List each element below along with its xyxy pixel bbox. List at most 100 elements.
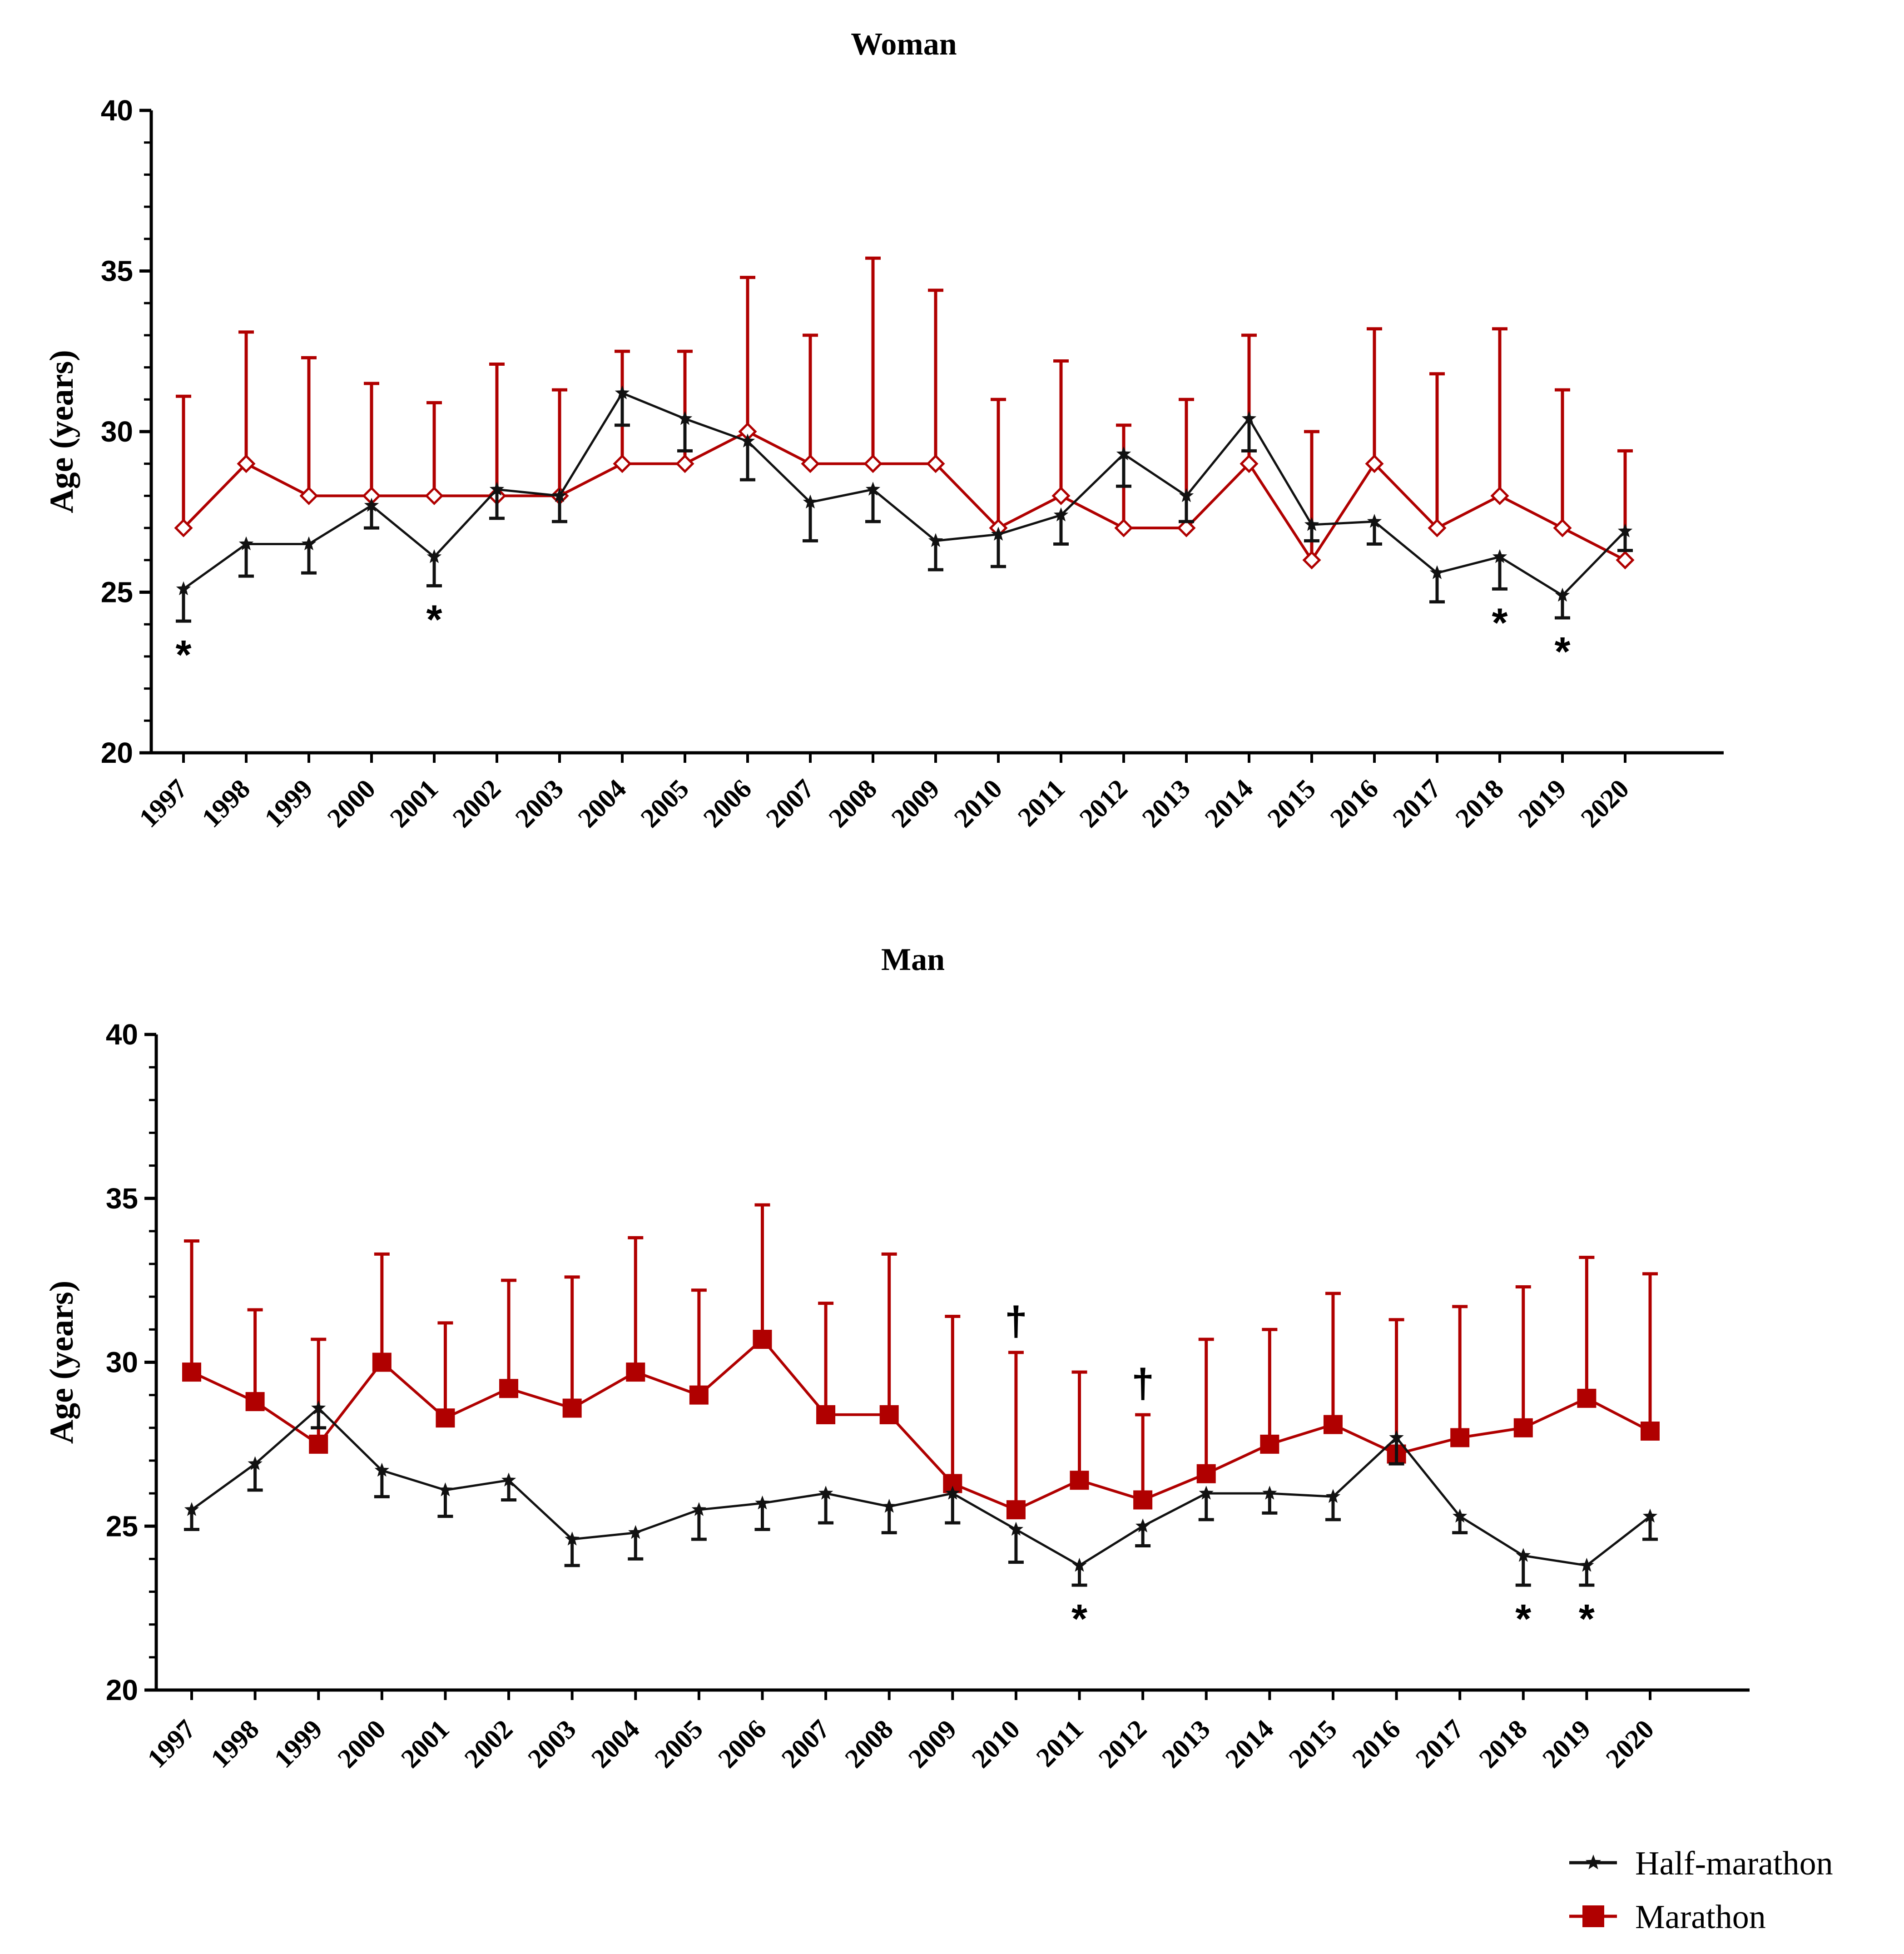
half-point bbox=[945, 1486, 960, 1500]
x-tick-label: 2019 bbox=[1512, 774, 1572, 834]
marathon-point bbox=[1490, 486, 1509, 505]
y-tick-label: 20 bbox=[106, 1674, 138, 1706]
half-point bbox=[565, 1531, 580, 1546]
series-marathon bbox=[174, 256, 1635, 570]
half-point bbox=[1555, 587, 1570, 602]
marathon-point bbox=[1553, 518, 1572, 537]
significance-marker: * bbox=[1579, 1596, 1595, 1642]
half-point bbox=[691, 1502, 706, 1516]
half-point bbox=[1241, 411, 1257, 425]
half-point bbox=[928, 533, 943, 547]
legend-marathon-marker bbox=[1582, 1905, 1604, 1927]
x-tick-label: 2010 bbox=[948, 774, 1008, 834]
half-point bbox=[176, 581, 191, 596]
x-tick-label: 2011 bbox=[1031, 1714, 1089, 1773]
half-point bbox=[803, 494, 818, 509]
marathon-point bbox=[1365, 454, 1384, 473]
panel-man: Man Age (years) 20 25 30 35 40 1997 1998 1999 2000… bbox=[43, 942, 1750, 1774]
half-series-line bbox=[191, 1407, 1651, 1567]
marathon-point bbox=[675, 454, 694, 473]
y-tick-label: 40 bbox=[101, 94, 133, 127]
half-point bbox=[1492, 549, 1507, 563]
half-point bbox=[677, 411, 693, 425]
x-tick-label: 1999 bbox=[268, 1714, 328, 1774]
x-tick-label: 2012 bbox=[1093, 1714, 1153, 1774]
half-point bbox=[1199, 1486, 1214, 1500]
y-tick-label: 30 bbox=[106, 1346, 138, 1379]
legend-marathon-label: Marathon bbox=[1635, 1899, 1766, 1936]
half-point bbox=[1179, 488, 1194, 502]
x-tick-label: 1997 bbox=[134, 774, 193, 834]
x-tick-label: 2010 bbox=[966, 1714, 1026, 1774]
half-point bbox=[628, 1525, 643, 1539]
marathon-point bbox=[1196, 1464, 1216, 1483]
significance-marker: * bbox=[1492, 600, 1507, 646]
x-tick-label: 2000 bbox=[322, 774, 382, 834]
y-tick-label: 25 bbox=[101, 576, 133, 609]
x-tick-label: 2016 bbox=[1324, 774, 1384, 834]
half-point bbox=[1617, 523, 1633, 537]
marathon-point bbox=[309, 1434, 328, 1454]
x-tick-label: 2006 bbox=[712, 1714, 772, 1774]
x-tick-label: 2009 bbox=[902, 1714, 962, 1774]
y-tick-label: 40 bbox=[106, 1018, 138, 1051]
half-point bbox=[311, 1400, 326, 1415]
half-point bbox=[1053, 507, 1069, 522]
x-tick-label: 2007 bbox=[776, 1714, 836, 1774]
marathon-point bbox=[1302, 551, 1321, 570]
half-point bbox=[1579, 1557, 1594, 1572]
x-tick-label: 2002 bbox=[459, 1714, 519, 1774]
marathon-point bbox=[182, 1362, 201, 1382]
marathon-point bbox=[1177, 518, 1196, 537]
marathon-point bbox=[1133, 1490, 1153, 1510]
half-point bbox=[740, 433, 755, 447]
y-tick-label: 30 bbox=[101, 415, 133, 448]
marathon-point bbox=[1323, 1415, 1343, 1434]
half-point bbox=[615, 385, 630, 399]
half-point bbox=[489, 482, 505, 496]
marathon-point bbox=[626, 1362, 645, 1382]
x-tick-label: 1998 bbox=[196, 774, 256, 834]
marathon-point bbox=[816, 1405, 836, 1424]
x-tick-label: 1997 bbox=[142, 1714, 202, 1774]
marathon-point bbox=[1428, 518, 1447, 537]
marathon-point bbox=[1260, 1434, 1279, 1454]
marathon-point bbox=[425, 486, 444, 505]
x-tick-label: 2005 bbox=[635, 774, 695, 834]
half-point bbox=[865, 482, 881, 496]
marathon-point bbox=[1641, 1422, 1660, 1441]
significance-marker: * bbox=[175, 632, 191, 678]
x-tick-label: 2013 bbox=[1156, 1714, 1216, 1774]
half-point bbox=[1642, 1508, 1658, 1523]
y-axis-label: Age (years) bbox=[43, 1281, 80, 1444]
x-tick-label: 2018 bbox=[1473, 1714, 1533, 1774]
marathon-point bbox=[245, 1392, 265, 1412]
x-tick-label: 2005 bbox=[649, 1714, 709, 1774]
series-marathon: †† bbox=[182, 1203, 1660, 1520]
legend: Half-marathon Marathon bbox=[1569, 1845, 1833, 1936]
half-point bbox=[438, 1482, 453, 1497]
x-tick-label: 2019 bbox=[1537, 1714, 1597, 1774]
x-tick-label: 2014 bbox=[1199, 774, 1259, 834]
legend-half-label: Half-marathon bbox=[1635, 1845, 1833, 1882]
marathon-point bbox=[499, 1379, 519, 1398]
marathon-point bbox=[237, 454, 256, 473]
x-tick-label: 2012 bbox=[1074, 774, 1134, 834]
y-tick-label: 35 bbox=[101, 255, 133, 288]
half-point bbox=[374, 1462, 389, 1477]
significance-marker: † bbox=[1131, 1361, 1154, 1407]
marathon-point bbox=[879, 1405, 899, 1424]
half-point bbox=[1304, 517, 1319, 531]
series-half: * * * * bbox=[175, 385, 1633, 678]
marathon-point bbox=[174, 518, 193, 537]
half-point bbox=[248, 1456, 263, 1470]
half-point bbox=[991, 527, 1006, 541]
half-series-line bbox=[183, 392, 1626, 597]
x-tick-label: 2015 bbox=[1283, 1714, 1343, 1774]
half-point bbox=[1453, 1508, 1468, 1523]
marathon-point bbox=[1450, 1428, 1470, 1447]
significance-marker: * bbox=[1554, 629, 1570, 675]
half-point bbox=[1389, 1430, 1404, 1444]
y-tick-label: 20 bbox=[101, 736, 133, 769]
